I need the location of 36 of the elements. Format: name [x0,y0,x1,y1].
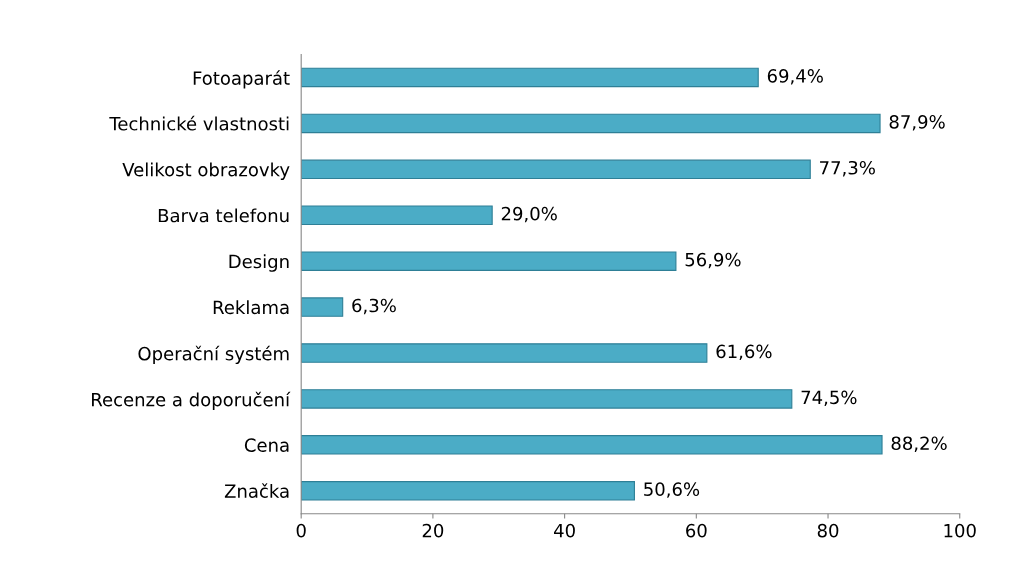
x-tick-label: 40 [554,523,575,538]
data-label: 69,4% [767,69,823,85]
x-tick-label: 60 [686,523,707,538]
x-tick-label: 0 [296,523,306,538]
y-tick-label: Recenze a doporučení [92,391,291,410]
x-tick-label: 100 [944,523,976,538]
bar [301,343,708,363]
bar [301,67,759,88]
data-label: 56,9% [685,252,741,269]
x-tick-label: 80 [817,523,839,538]
y-tick-label: Značka [224,483,289,498]
bar [301,389,793,409]
y-tick-label: Velikost obrazovky [122,162,290,180]
bar [301,481,635,501]
bar [301,113,881,134]
data-label: 87,9% [889,114,945,131]
y-tick-label: Cena [244,438,289,452]
y-tick-label: Fotoaparát [193,70,290,89]
bar [301,251,677,271]
y-tick-label: Reklama [213,300,289,315]
data-label: 88,2% [891,436,947,452]
data-label: 74,5% [801,390,857,407]
bar [301,159,811,180]
data-label: 61,6% [716,344,772,361]
data-label: 77,3% [820,160,875,177]
y-tick-label: Technické vlastnosti [109,115,289,131]
y-tick-label: Design [229,254,289,272]
y-tick-label: Barva telefonu [158,208,289,223]
data-label: 29,0% [501,206,557,223]
bar [301,297,344,317]
data-label: 6,3% [352,298,396,315]
bar [301,205,493,225]
data-label: 50,6% [644,482,700,498]
x-tick-label: 20 [422,523,444,538]
y-tick-label: Operační systém [138,345,289,364]
bar [301,435,883,455]
